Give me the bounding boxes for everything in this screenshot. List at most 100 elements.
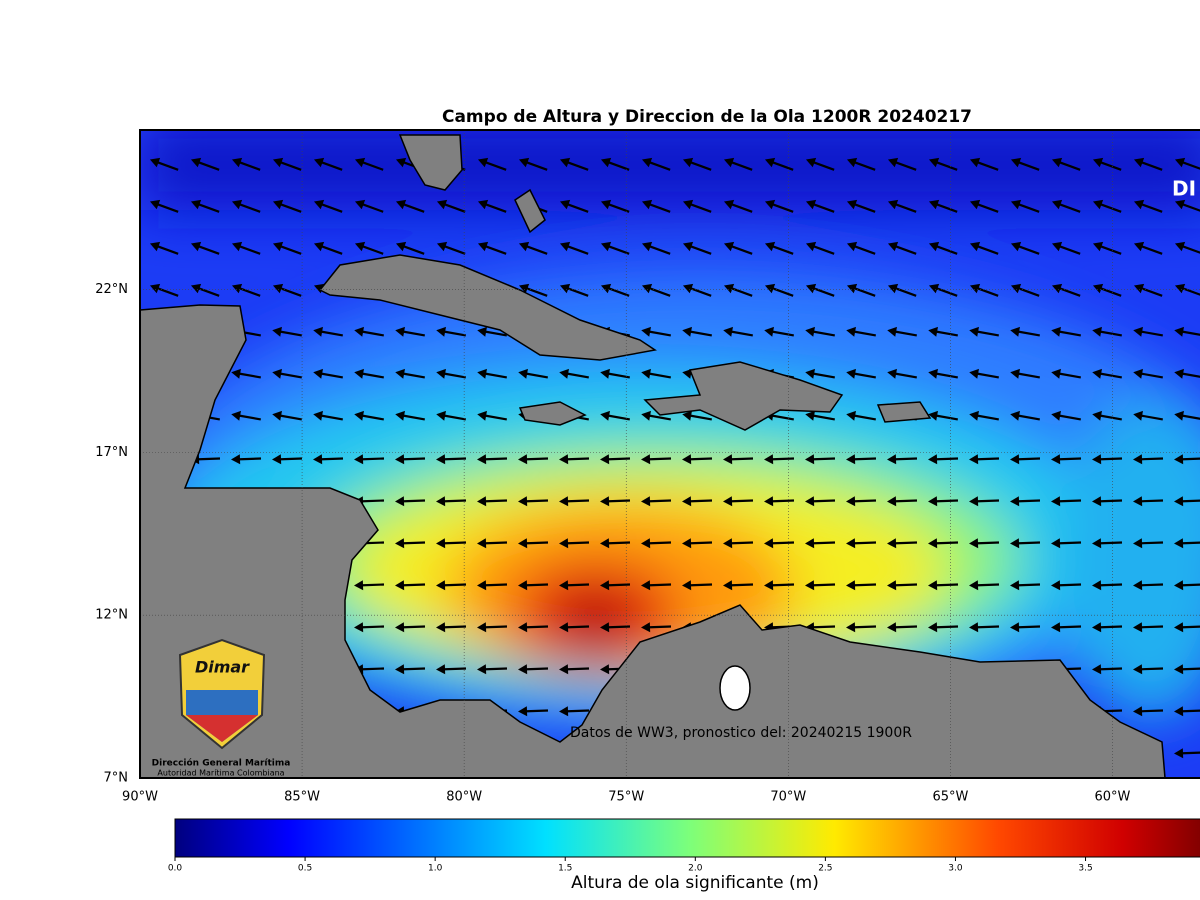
- arrow: [149, 157, 179, 171]
- arrow: [1092, 368, 1122, 379]
- arrow: [641, 410, 671, 421]
- arrow-shaft: [278, 286, 302, 297]
- arrow-head: [518, 157, 530, 168]
- arrow: [1133, 241, 1163, 255]
- arrow-shaft: [688, 244, 712, 255]
- arrow: [805, 368, 835, 379]
- arrow: [846, 496, 877, 507]
- arrow: [559, 283, 589, 297]
- arrow-head: [1174, 496, 1184, 507]
- arrow-shaft: [1015, 541, 1041, 545]
- arrow-head: [887, 538, 897, 549]
- y-tick-label: 7°N: [104, 771, 129, 786]
- arrow-head: [436, 664, 446, 675]
- arrow: [641, 538, 672, 549]
- arrow-head: [723, 580, 733, 591]
- arrow-head: [1133, 241, 1145, 252]
- arrow: [887, 199, 917, 213]
- arrow: [1174, 241, 1200, 255]
- arrow-shaft: [564, 667, 590, 671]
- arrow-head: [1010, 410, 1020, 421]
- arrow: [969, 241, 999, 255]
- arrow-head: [1174, 241, 1186, 252]
- arrow-shaft: [810, 541, 836, 545]
- arrow: [1092, 664, 1123, 675]
- arrow-shaft: [442, 202, 466, 213]
- arrow-head: [477, 622, 487, 633]
- arrow-shaft: [646, 583, 672, 587]
- arrow-head: [682, 199, 694, 210]
- arrow: [600, 410, 630, 421]
- arrow: [477, 157, 507, 171]
- arrow-shaft: [1015, 499, 1041, 503]
- arrow: [1092, 538, 1123, 549]
- arrow: [723, 241, 753, 255]
- arrow-shaft: [892, 330, 917, 337]
- arrow-shaft: [770, 160, 794, 171]
- arrow-head: [1133, 706, 1143, 717]
- arrow-shaft: [1056, 372, 1081, 379]
- arrow-shaft: [647, 160, 671, 171]
- arrow-shaft: [318, 330, 343, 337]
- corner-text: DI: [1172, 177, 1196, 201]
- arrow: [1133, 580, 1164, 591]
- arrow-shaft: [360, 202, 384, 213]
- arrow-head: [1010, 368, 1020, 379]
- arrow: [969, 622, 1000, 633]
- arrow: [682, 157, 712, 171]
- arrow-shaft: [687, 583, 713, 587]
- arrow-shaft: [1057, 160, 1081, 171]
- arrow-head: [354, 410, 364, 421]
- arrow-shaft: [483, 202, 507, 213]
- arrow-shaft: [564, 625, 590, 629]
- arrow-shaft: [975, 244, 999, 255]
- arrow-head: [1133, 157, 1145, 168]
- arrow-shaft: [360, 244, 384, 255]
- arrow-head: [805, 157, 817, 168]
- arrow-head: [272, 199, 284, 210]
- arrow-head: [395, 410, 405, 421]
- arrow-head: [846, 622, 856, 633]
- arrow-shaft: [606, 202, 630, 213]
- colorbar-label: Altura de ola significante (m): [571, 873, 819, 893]
- arrow-shaft: [1097, 330, 1122, 337]
- arrow-head: [477, 538, 487, 549]
- arrow-head: [1010, 199, 1022, 210]
- arrow-head: [723, 283, 735, 294]
- arrow-head: [928, 368, 938, 379]
- arrow: [887, 283, 917, 297]
- arrow: [477, 368, 507, 379]
- arrow: [395, 410, 425, 421]
- arrow: [846, 326, 876, 337]
- arrow-head: [559, 241, 571, 252]
- arrow-shaft: [564, 457, 590, 461]
- arrow-head: [272, 157, 284, 168]
- arrow-head: [764, 580, 774, 591]
- arrow-head: [600, 664, 610, 675]
- arrow-head: [149, 157, 161, 168]
- arrow-shaft: [523, 499, 549, 503]
- arrow-head: [272, 283, 284, 294]
- arrow-shaft: [688, 286, 712, 297]
- arrow-shaft: [933, 414, 958, 421]
- arrow-head: [928, 538, 938, 549]
- arrow: [846, 410, 876, 421]
- arrow: [600, 241, 630, 255]
- arrow-shaft: [1138, 330, 1163, 337]
- arrow-head: [928, 241, 940, 252]
- arrow-head: [846, 199, 858, 210]
- arrow: [928, 326, 958, 337]
- arrow-shaft: [811, 286, 835, 297]
- arrow-head: [641, 199, 653, 210]
- arrow: [641, 622, 672, 633]
- arrow-shaft: [605, 583, 631, 587]
- arrow-head: [641, 454, 651, 465]
- arrow: [600, 580, 631, 591]
- arrow-shaft: [1179, 541, 1200, 545]
- arrow: [436, 410, 466, 421]
- arrow-head: [600, 199, 612, 210]
- arrow: [1133, 538, 1164, 549]
- arrow: [805, 283, 835, 297]
- arrow: [805, 326, 835, 337]
- arrow: [1010, 283, 1040, 297]
